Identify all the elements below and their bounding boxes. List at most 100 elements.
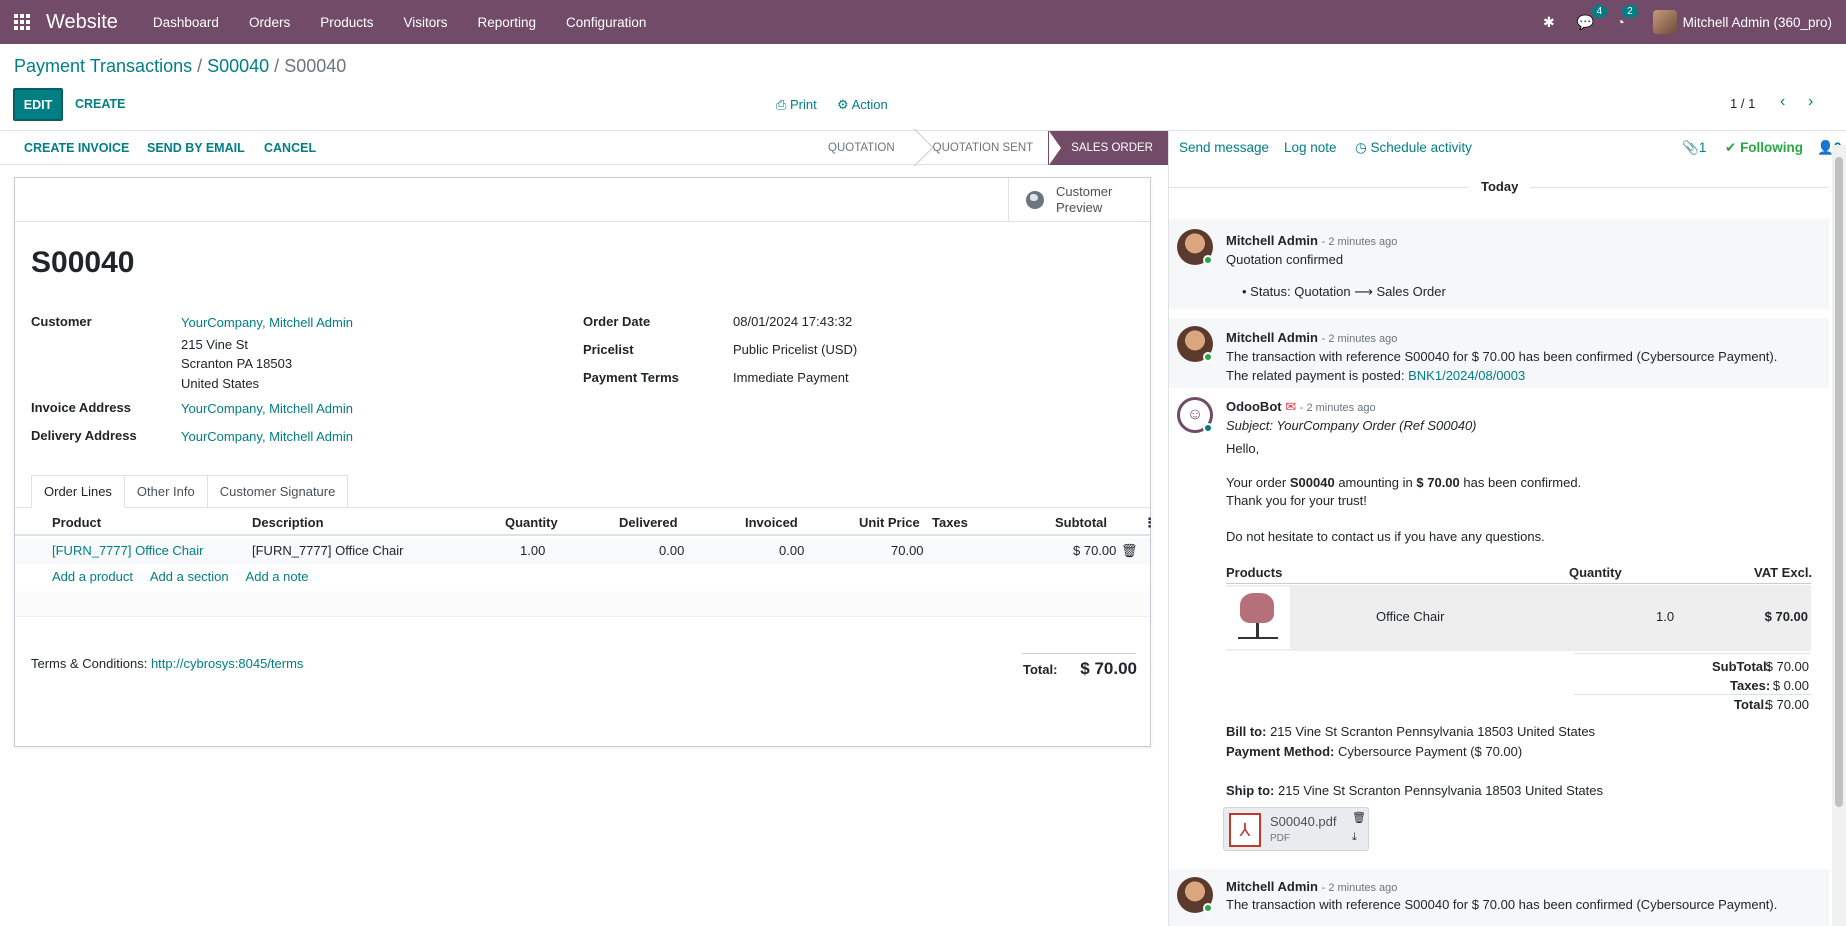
create-invoice-button[interactable]: CREATE INVOICE: [24, 141, 130, 155]
pdf-file-icon: ⅄: [1229, 813, 1261, 847]
chatter-scrollbar[interactable]: [1832, 145, 1846, 926]
print-menu[interactable]: ⎙ Print: [776, 97, 817, 112]
stage-sales-order[interactable]: SALES ORDER: [1048, 131, 1168, 165]
message-order-email: ☺ OdooBot ✉ - 2 minutes ago Subject: You…: [1169, 391, 1829, 926]
customer-preview-button[interactable]: Customer Preview: [1008, 178, 1150, 222]
pager-next-icon[interactable]: ›: [1808, 93, 1814, 110]
ship-to: Ship to: 215 Vine St Scranton Pennsylvan…: [1226, 783, 1603, 798]
invoice-address-link[interactable]: YourCompany, Mitchell Admin: [181, 401, 353, 416]
payment-terms-label: Payment Terms: [583, 370, 679, 385]
customer-link[interactable]: YourCompany, Mitchell Admin: [181, 315, 353, 330]
attachment-name[interactable]: S00040.pdf: [1270, 814, 1337, 829]
menu-products[interactable]: Products: [320, 14, 374, 30]
user-name: Mitchell Admin (360_pro): [1682, 14, 1832, 30]
menu-configuration[interactable]: Configuration: [566, 14, 647, 30]
pager-previous-icon[interactable]: ‹: [1780, 93, 1786, 110]
breadcrumb-order[interactable]: S00040: [207, 56, 270, 76]
message-author[interactable]: OdooBot ✉ - 2 minutes ago: [1226, 399, 1376, 414]
message-transaction-confirmed-2: Mitchell Admin - 2 minutes ago The trans…: [1169, 869, 1829, 926]
user-avatar: [1652, 10, 1677, 34]
table-row[interactable]: [FURN_7777] Office Chair [FURN_7777] Off…: [15, 538, 1150, 564]
payment-link[interactable]: BNK1/2024/08/0003: [1408, 368, 1526, 383]
email-thanks: Thank you for your trust!: [1226, 493, 1367, 508]
terms-conditions: Terms & Conditions: http://cybrosys:8045…: [31, 656, 304, 671]
following-button[interactable]: ✔ Following: [1725, 140, 1804, 155]
schedule-activity-button[interactable]: ◷ Schedule activity: [1355, 140, 1472, 155]
create-button[interactable]: CREATE: [75, 97, 126, 111]
send-message-button[interactable]: Send message: [1179, 140, 1270, 155]
line-quantity[interactable]: 1.00: [520, 543, 546, 558]
message-author[interactable]: Mitchell Admin - 2 minutes ago: [1226, 330, 1398, 345]
total-value: $ 70.00: [1080, 659, 1137, 678]
log-note-button[interactable]: Log note: [1284, 140, 1337, 155]
delivery-address-link[interactable]: YourCompany, Mitchell Admin: [181, 429, 353, 444]
gear-icon: ⚙: [837, 97, 852, 112]
menu-reporting[interactable]: Reporting: [477, 14, 537, 30]
col-taxes[interactable]: Taxes: [932, 515, 968, 530]
tabs-divider: [15, 507, 1150, 508]
line-delivered[interactable]: 0.00: [659, 543, 685, 558]
products-header-line: [1226, 583, 1811, 584]
stage-quotation-sent[interactable]: QUOTATION SENT: [910, 131, 1049, 165]
col-unit-price[interactable]: Unit Price: [859, 515, 920, 530]
tab-order-lines[interactable]: Order Lines: [31, 475, 125, 508]
delete-attachment-icon[interactable]: 🗑: [1352, 812, 1366, 824]
payment-terms-value: Immediate Payment: [733, 370, 849, 385]
messages-icon[interactable]: 💬 4: [1577, 4, 1608, 31]
order-date-value: 08/01/2024 17:43:32: [733, 314, 853, 329]
send-by-email-button[interactable]: SEND BY EMAIL: [147, 141, 245, 155]
activities-badge: 2: [1622, 5, 1638, 18]
scrollbar-thumb[interactable]: [1835, 157, 1843, 807]
debug-bug-icon[interactable]: ✱: [1543, 13, 1555, 30]
col-product[interactable]: Product: [52, 515, 102, 530]
breadcrumb: Payment Transactions / S00040/S00040: [14, 56, 347, 76]
col-invoiced[interactable]: Invoiced: [745, 515, 798, 530]
email-taxes-label: Taxes:: [1730, 678, 1771, 693]
edit-button[interactable]: EDIT: [13, 88, 63, 121]
activities-clock-icon[interactable]: ◔ 2: [1616, 5, 1638, 30]
cancel-button[interactable]: CANCEL: [264, 141, 317, 155]
tab-customer-signature[interactable]: Customer Signature: [207, 475, 349, 508]
menu-dashboard[interactable]: Dashboard: [152, 14, 219, 30]
line-product[interactable]: [FURN_7777] Office Chair: [52, 543, 204, 558]
terms-link[interactable]: http://cybrosys:8045/terms: [150, 656, 304, 671]
add-note-link[interactable]: Add a note: [245, 569, 309, 584]
message-author[interactable]: Mitchell Admin - 2 minutes ago: [1226, 879, 1398, 894]
trash-icon[interactable]: 🗑: [1121, 543, 1138, 558]
office-chair-image: [1226, 587, 1290, 649]
breadcrumb-payment-transactions[interactable]: Payment Transactions: [14, 56, 193, 76]
message-author[interactable]: Mitchell Admin - 2 minutes ago: [1226, 233, 1398, 248]
message-body-payment: The related payment is posted: BNK1/2024…: [1226, 368, 1526, 383]
col-delivered[interactable]: Delivered: [619, 515, 678, 530]
line-unit-price[interactable]: 70.00: [891, 543, 924, 558]
download-attachment-icon[interactable]: ⤓: [1352, 831, 1357, 843]
pdf-attachment[interactable]: ⅄ S00040.pdf PDF 🗑 ⤓: [1223, 807, 1369, 851]
col-subtotal[interactable]: Subtotal: [1055, 515, 1107, 530]
product-qty: 1.0: [1656, 609, 1675, 624]
optional-columns-icon[interactable]: ⋮: [1143, 515, 1156, 530]
stage-quotation[interactable]: QUOTATION: [828, 142, 895, 154]
user-menu[interactable]: Mitchell Admin (360_pro): [1652, 10, 1832, 34]
menu-visitors[interactable]: Visitors: [403, 14, 448, 30]
pager-value[interactable]: 1 / 1: [1730, 96, 1756, 111]
check-icon: ✔: [1725, 140, 1741, 155]
menu-orders[interactable]: Orders: [248, 14, 291, 30]
apps-menu-icon[interactable]: [0, 0, 44, 44]
attachments-button[interactable]: 📎1: [1682, 140, 1707, 155]
line-invoiced[interactable]: 0.00: [779, 543, 805, 558]
main-menu: Dashboard Orders Products Visitors Repor…: [138, 15, 661, 30]
col-description[interactable]: Description: [252, 515, 324, 530]
chatter-topbar: Send message Log note ◷ Schedule activit…: [1169, 131, 1846, 165]
add-section-link[interactable]: Add a section: [149, 569, 229, 584]
col-quantity[interactable]: Quantity: [505, 515, 558, 530]
email-greeting: Hello,: [1226, 441, 1260, 456]
delivery-address-label: Delivery Address: [31, 428, 137, 443]
user-icon: 👤: [1817, 140, 1834, 155]
messages-badge: 4: [1591, 4, 1608, 18]
add-product-link[interactable]: Add a product: [52, 569, 133, 584]
total-divider: [1022, 653, 1136, 654]
app-brand[interactable]: Website: [46, 10, 118, 33]
tab-other-info[interactable]: Other Info: [124, 475, 208, 508]
line-description[interactable]: [FURN_7777] Office Chair: [252, 543, 404, 558]
action-menu[interactable]: ⚙ Action: [837, 97, 888, 112]
